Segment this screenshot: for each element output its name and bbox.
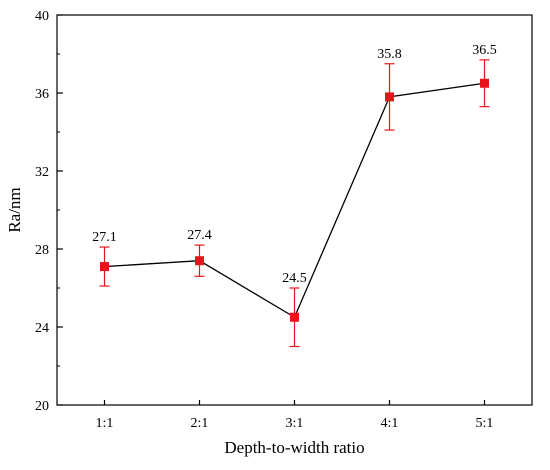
plot-frame <box>56 14 533 406</box>
y-tick-label: 20 <box>35 399 49 414</box>
x-tick-marks <box>103 400 486 405</box>
data-label: 24.5 <box>282 271 307 286</box>
y-tick-marks <box>57 14 63 406</box>
series-group <box>99 59 490 348</box>
data-label: 27.1 <box>92 230 117 245</box>
y-axis-title: Ra/nm <box>5 187 24 232</box>
data-label: 35.8 <box>377 47 402 62</box>
x-tick-label: 2:1 <box>191 416 209 431</box>
y-tick-label: 24 <box>35 321 49 336</box>
data-point-marker <box>290 312 299 322</box>
y-tick-label: 28 <box>35 243 49 258</box>
x-axis-title: Depth-to-width ratio <box>224 438 364 457</box>
data-point-marker <box>195 256 204 266</box>
data-point-marker <box>480 78 489 88</box>
x-tick-label: 1:1 <box>96 416 114 431</box>
y-tick-label: 40 <box>35 9 49 24</box>
data-label: 36.5 <box>472 43 497 58</box>
y-tick-label: 36 <box>35 87 49 102</box>
data-point-marker <box>100 262 109 272</box>
x-tick-label: 3:1 <box>286 416 304 431</box>
x-tick-label: 5:1 <box>476 416 494 431</box>
y-tick-label: 32 <box>35 165 49 180</box>
data-point-marker <box>385 92 394 102</box>
data-label: 27.4 <box>187 228 212 243</box>
data-labels-group: 27.1 27.4 24.5 35.8 36.5 <box>92 43 497 286</box>
x-tick-label: 4:1 <box>381 416 399 431</box>
